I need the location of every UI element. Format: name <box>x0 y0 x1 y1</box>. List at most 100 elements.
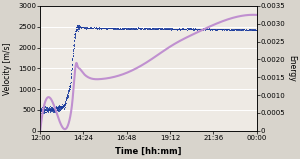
Point <box>52 107 56 110</box>
Point <box>136 27 141 29</box>
Point <box>161 28 166 31</box>
Point <box>117 28 122 30</box>
Point <box>51 109 56 111</box>
Point <box>209 28 214 31</box>
Point <box>49 109 53 111</box>
Point <box>240 28 245 30</box>
Point <box>52 109 57 112</box>
Point <box>184 27 189 30</box>
Point <box>98 27 103 29</box>
Point <box>188 27 193 29</box>
Point <box>57 105 62 108</box>
Point <box>119 28 124 30</box>
Point <box>66 90 70 93</box>
Point <box>132 27 137 29</box>
Point <box>81 26 86 29</box>
Point <box>237 28 242 30</box>
Point <box>74 26 79 28</box>
Point <box>64 94 69 97</box>
Point <box>43 106 47 108</box>
Point <box>78 26 83 28</box>
Point <box>71 44 76 46</box>
Point <box>198 28 203 30</box>
Point <box>39 108 44 111</box>
Point <box>68 88 72 90</box>
Point <box>77 24 82 27</box>
Point <box>69 73 74 75</box>
Point <box>188 27 193 30</box>
Point <box>235 28 239 31</box>
Point <box>137 27 142 30</box>
X-axis label: Time [hh:mm]: Time [hh:mm] <box>115 147 182 156</box>
Point <box>52 110 57 112</box>
Point <box>42 111 47 114</box>
Point <box>71 48 76 51</box>
Point <box>44 109 49 111</box>
Point <box>72 36 77 39</box>
Point <box>107 27 112 30</box>
Point <box>171 28 176 31</box>
Point <box>92 27 97 29</box>
Point <box>72 42 76 45</box>
Point <box>135 28 140 30</box>
Point <box>118 27 122 30</box>
Point <box>93 26 98 29</box>
Point <box>127 27 131 30</box>
Point <box>47 108 52 111</box>
Point <box>140 27 145 30</box>
Point <box>177 28 182 31</box>
Point <box>194 28 199 31</box>
Point <box>69 67 74 70</box>
Point <box>61 105 66 107</box>
Point <box>65 95 70 98</box>
Point <box>129 27 134 30</box>
Point <box>167 27 172 30</box>
Point <box>65 92 70 95</box>
Point <box>62 103 67 105</box>
Point <box>38 106 43 109</box>
Point <box>92 26 97 29</box>
Point <box>41 110 46 112</box>
Point <box>44 106 49 108</box>
Point <box>150 27 155 29</box>
Point <box>233 28 238 31</box>
Point <box>59 106 64 108</box>
Point <box>98 27 103 29</box>
Point <box>133 27 138 30</box>
Point <box>213 28 218 31</box>
Point <box>39 108 44 110</box>
Point <box>59 106 64 108</box>
Point <box>70 55 75 58</box>
Point <box>108 27 113 30</box>
Point <box>206 28 211 30</box>
Point <box>58 105 63 107</box>
Point <box>102 27 106 29</box>
Point <box>75 24 80 26</box>
Point <box>248 28 253 31</box>
Point <box>106 26 111 29</box>
Point <box>112 27 117 29</box>
Point <box>130 27 135 30</box>
Point <box>44 109 49 111</box>
Point <box>77 26 82 28</box>
Point <box>39 109 44 111</box>
Point <box>78 25 83 28</box>
Point <box>46 107 51 110</box>
Point <box>40 112 45 114</box>
Point <box>60 105 64 108</box>
Point <box>80 26 85 28</box>
Point <box>80 26 85 28</box>
Point <box>85 27 90 29</box>
Point <box>42 110 47 112</box>
Point <box>143 27 148 29</box>
Point <box>51 108 56 110</box>
Point <box>165 28 170 30</box>
Point <box>82 26 87 29</box>
Point <box>252 29 256 31</box>
Point <box>49 108 53 110</box>
Point <box>88 27 92 29</box>
Point <box>169 28 174 30</box>
Point <box>56 106 60 109</box>
Point <box>169 28 174 31</box>
Point <box>101 27 106 29</box>
